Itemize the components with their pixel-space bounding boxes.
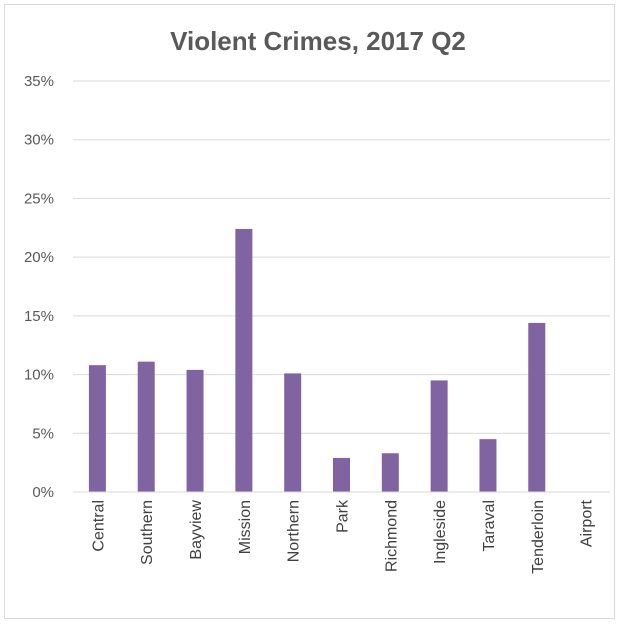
bar-northern — [284, 373, 302, 492]
bar-southern — [137, 361, 155, 492]
x-tick-label: Mission — [237, 500, 254, 554]
bar-tenderloin — [528, 322, 546, 492]
chart-frame — [4, 4, 615, 619]
bar-mission — [235, 228, 253, 492]
y-axis-ticks: 0% 5% 10% 15% 20% 25% 30% 35% — [24, 73, 54, 501]
chart-title: Violent Crimes, 2017 Q2 — [170, 26, 466, 56]
y-tick-label: 30% — [24, 132, 54, 149]
bar-richmond — [381, 453, 399, 492]
x-tick-label: Taraval — [481, 500, 498, 552]
y-tick-label: 0% — [32, 484, 54, 501]
y-tick-label: 15% — [24, 308, 54, 325]
x-axis-ticks: Central Southern Bayview Mission Northern Par… — [90, 499, 595, 574]
bar-park — [333, 457, 350, 492]
bar-taraval — [479, 439, 497, 492]
y-tick-label: 5% — [32, 425, 54, 442]
bars — [88, 228, 546, 492]
x-tick-label: Airport — [579, 499, 596, 547]
y-tick-label: 25% — [24, 190, 54, 207]
x-tick-label: Central — [90, 500, 107, 552]
x-tick-label: Ingleside — [432, 500, 449, 564]
y-tick-label: 20% — [24, 249, 54, 266]
gridlines — [73, 80, 610, 434]
x-tick-label: Bayview — [188, 500, 205, 560]
y-tick-label: 10% — [24, 367, 54, 384]
bar-central — [88, 365, 106, 492]
x-tick-label: Tenderloin — [530, 500, 547, 574]
y-tick-label: 35% — [24, 73, 54, 90]
x-tick-label: Park — [335, 499, 352, 533]
x-tick-label: Richmond — [383, 500, 400, 572]
bar-ingleside — [430, 380, 448, 492]
x-tick-label: Southern — [139, 500, 156, 565]
bar-bayview — [186, 369, 204, 492]
x-tick-label: Northern — [286, 500, 303, 562]
